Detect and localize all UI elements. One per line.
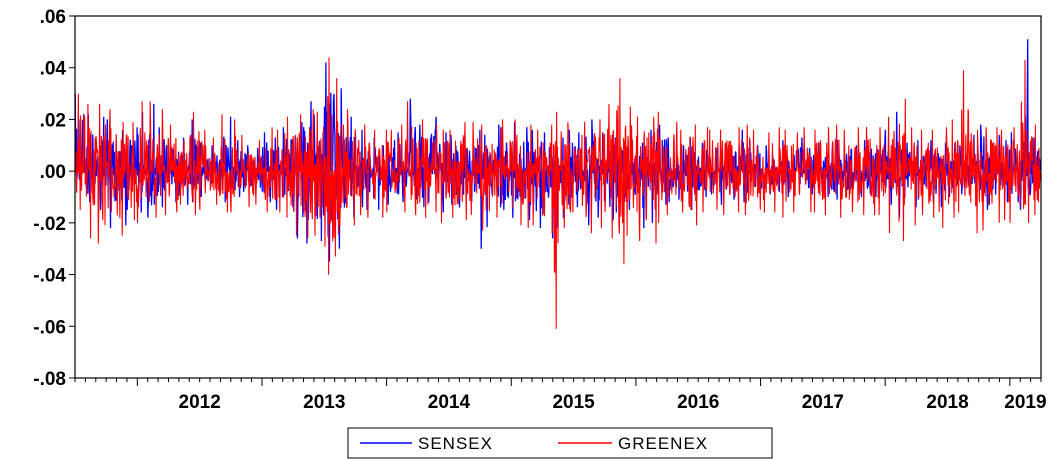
- y-tick-label: -.06: [33, 317, 66, 338]
- y-tick-label: -.04: [33, 266, 66, 287]
- x-tick-label: 2013: [303, 392, 345, 413]
- series-layer: [74, 39, 1042, 329]
- x-tick-label: 2012: [179, 392, 221, 413]
- plot-area-frame: [74, 15, 1042, 379]
- y-tick-label: .02: [40, 110, 66, 131]
- series-line-greenex: [74, 57, 1042, 329]
- y-tick-label: -.02: [33, 214, 66, 235]
- y-tick-label: .06: [40, 7, 66, 28]
- y-tick-label: -.08: [33, 369, 66, 390]
- legend-label-greenex: GREENEX: [618, 434, 708, 453]
- x-tick-label: 2016: [677, 392, 719, 413]
- y-axis-ticks: .06 .04 .02 .00 -.02 -.04 -.06 -.08: [33, 7, 75, 390]
- x-tick-label: 2014: [428, 392, 471, 413]
- y-tick-label: .00: [40, 162, 66, 183]
- x-tick-label: 2019: [1004, 392, 1046, 413]
- x-tick-label: 2018: [926, 392, 968, 413]
- x-tick-label: 2017: [802, 392, 844, 413]
- y-tick-label: .04: [40, 59, 67, 80]
- legend-label-sensex: SENSEX: [418, 434, 493, 453]
- x-tick-label: 2015: [552, 392, 595, 413]
- legend: SENSEX GREENEX: [347, 427, 773, 459]
- x-axis-ticks: 2012 2013 2014 2015 2016 2017 2018 2019: [74, 378, 1047, 413]
